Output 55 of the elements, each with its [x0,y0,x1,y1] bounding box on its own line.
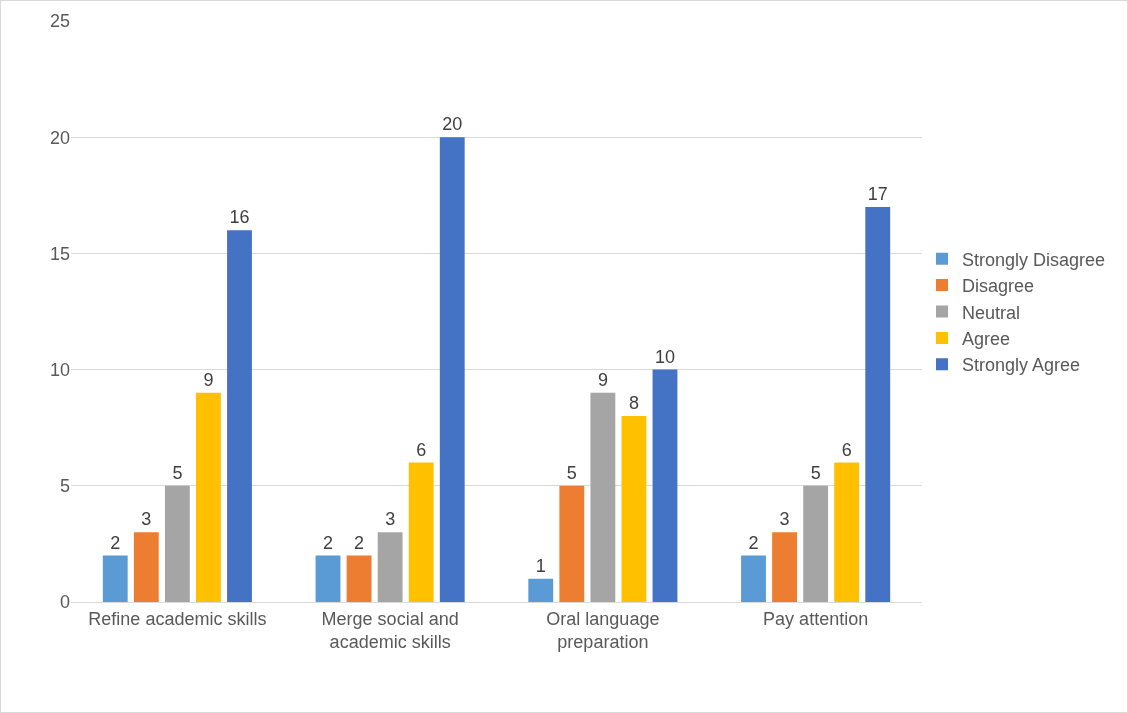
bar [621,416,647,602]
bar [865,206,891,602]
data-label: 16 [229,207,250,228]
bar [772,532,797,602]
bar [102,555,128,602]
bar [133,532,159,602]
data-label: 3 [141,509,152,530]
legend-label: Disagree [962,276,1035,297]
bar [528,578,554,602]
bar [315,555,341,602]
bar [652,369,678,602]
data-label: 2 [354,532,365,553]
data-label: 2 [323,532,334,553]
data-label: 6 [841,439,852,460]
y-tick-label: 5 [59,476,70,497]
bar [803,485,829,602]
bar [408,462,434,602]
y-tick-label: 0 [59,592,70,613]
x-tick-label: Pay attention [763,608,869,629]
x-tick-label: Oral language preparation [546,608,660,652]
y-tick-label: 10 [49,359,70,380]
bar [164,485,190,602]
data-label: 6 [416,439,427,460]
x-tick-label: Merge social and academic skills [321,608,459,652]
data-label: 2 [748,532,759,553]
legend-label: Agree [962,328,1011,349]
legend-label: Neutral [962,302,1021,323]
bar [439,137,465,602]
data-label: 10 [654,346,676,367]
data-label: 5 [566,462,577,483]
data-label: 2 [110,532,121,553]
y-tick-label: 25 [49,11,70,32]
data-label: 5 [810,462,821,483]
data-label: 1 [535,555,546,576]
data-label: 3 [779,509,790,530]
data-label: 9 [203,369,214,390]
data-label: 3 [385,509,396,530]
x-tick-label: Refine academic skills [88,608,267,629]
y-tick-label: 20 [49,127,70,148]
bar [196,392,221,602]
bar [346,555,372,602]
bar [227,230,252,602]
data-label: 17 [867,183,888,204]
bar [590,392,616,602]
bar [377,532,403,602]
legend-label: Strongly Disagree [962,249,1106,270]
bar [559,485,585,602]
data-label: 5 [172,462,183,483]
y-tick-label: 15 [49,243,70,264]
data-label: 20 [442,114,463,135]
data-label: 9 [597,369,608,390]
bar [741,555,766,602]
data-label: 8 [628,393,639,414]
legend-label: Strongly Agree [962,355,1081,376]
bar [834,462,860,602]
